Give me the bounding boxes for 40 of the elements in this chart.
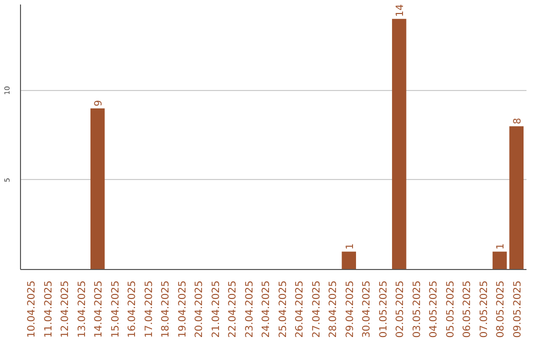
data-label: 1 <box>496 243 507 250</box>
x-tick-label: 18.04.2025 <box>160 280 172 338</box>
bar <box>509 126 524 270</box>
x-tick-label: 29.04.2025 <box>344 280 356 338</box>
x-tick-label: 30.04.2025 <box>362 280 373 338</box>
bar <box>342 252 356 270</box>
x-tick-label: 04.05.2025 <box>428 280 440 338</box>
x-tick-label: 06.05.2025 <box>462 280 474 338</box>
x-tick-label: 28.04.2025 <box>328 280 340 338</box>
x-tick-label: 05.05.2025 <box>445 280 456 338</box>
x-tick-label: 02.05.2025 <box>395 280 406 338</box>
x-tick-label: 17.04.2025 <box>144 280 155 338</box>
data-label: 14 <box>395 4 406 17</box>
x-tick-label: 16.04.2025 <box>127 280 138 338</box>
x-tick-label: 08.05.2025 <box>496 280 507 338</box>
x-tick-label: 26.04.2025 <box>294 280 306 338</box>
x-tick-label: 23.04.2025 <box>244 280 256 338</box>
x-tick-label: 27.04.2025 <box>311 280 322 338</box>
x-tick-label: 14.04.2025 <box>94 280 105 338</box>
x-tick-label: 07.05.2025 <box>478 280 490 338</box>
x-tick-label: 11.04.2025 <box>43 280 54 338</box>
data-label: 1 <box>344 243 356 250</box>
x-tick-label: 21.04.2025 <box>210 280 222 338</box>
x-tick-label: 09.05.2025 <box>512 280 524 338</box>
x-tick-label: 13.04.2025 <box>76 280 88 338</box>
bar <box>492 252 507 270</box>
x-tick-label: 20.04.2025 <box>194 280 206 338</box>
x-tick-label: 12.04.2025 <box>60 280 72 338</box>
bar <box>90 108 105 270</box>
data-label: 8 <box>512 118 524 124</box>
bar <box>392 18 406 270</box>
x-tick-label: 03.05.2025 <box>412 280 423 338</box>
x-tick-label: 10.04.2025 <box>26 280 38 338</box>
x-tick-label: 19.04.2025 <box>177 280 188 338</box>
data-label: 9 <box>94 100 105 106</box>
x-tick-label: 01.05.2025 <box>378 280 390 338</box>
x-tick-label: 15.04.2025 <box>110 280 122 338</box>
x-tick-label: 25.04.2025 <box>278 280 289 338</box>
x-tick-label: 22.04.2025 <box>228 280 239 338</box>
x-tick-label: 24.04.2025 <box>261 280 272 338</box>
